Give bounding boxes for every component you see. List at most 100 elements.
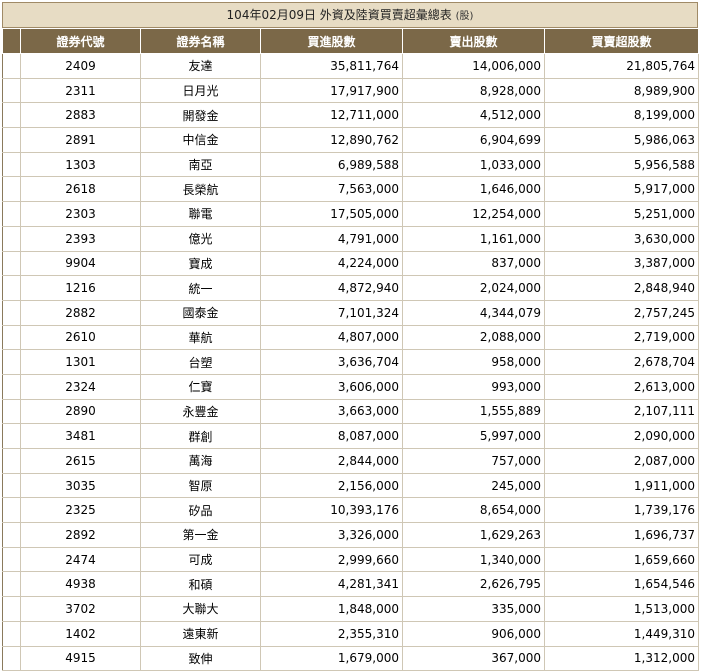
table-row: 2892 第一金 3,326,000 1,629,263 1,696,737 xyxy=(2,522,699,548)
cell-sell-shares: 14,006,000 xyxy=(402,53,545,79)
cell-stock-name[interactable]: 南亞 xyxy=(140,152,261,178)
cell-net-shares: 1,659,660 xyxy=(544,547,699,573)
cell-sell-shares: 2,024,000 xyxy=(402,275,545,301)
row-spacer xyxy=(2,102,21,129)
cell-net-shares: 5,956,588 xyxy=(544,152,699,178)
cell-buy-shares: 7,563,000 xyxy=(260,176,403,203)
cell-sell-shares: 5,997,000 xyxy=(402,423,545,449)
cell-stock-code: 9904 xyxy=(20,251,141,277)
cell-net-shares: 1,911,000 xyxy=(544,473,699,499)
header-spacer xyxy=(2,28,21,54)
table-row: 2325 矽品 10,393,176 8,654,000 1,739,176 xyxy=(2,497,699,524)
cell-stock-name[interactable]: 華航 xyxy=(140,325,261,351)
cell-stock-name[interactable]: 統一 xyxy=(140,275,261,301)
cell-net-shares: 1,513,000 xyxy=(544,596,699,622)
cell-stock-name[interactable]: 寶成 xyxy=(140,251,261,277)
cell-stock-name[interactable]: 友達 xyxy=(140,53,261,79)
table-row: 2891 中信金 12,890,762 6,904,699 5,986,063 xyxy=(2,127,699,153)
cell-buy-shares: 12,890,762 xyxy=(260,127,403,153)
table-row: 2474 可成 2,999,660 1,340,000 1,659,660 xyxy=(2,547,699,573)
header-stock-code[interactable]: 證券代號 xyxy=(20,28,141,54)
cell-stock-name[interactable]: 國泰金 xyxy=(140,300,261,326)
table-row: 2882 國泰金 7,101,324 4,344,079 2,757,245 xyxy=(2,300,699,326)
cell-net-shares: 1,654,546 xyxy=(544,571,699,598)
cell-stock-name[interactable]: 億光 xyxy=(140,226,261,252)
cell-stock-name[interactable]: 智原 xyxy=(140,473,261,499)
cell-sell-shares: 335,000 xyxy=(402,596,545,622)
cell-stock-code: 2618 xyxy=(20,176,141,203)
cell-net-shares: 8,199,000 xyxy=(544,102,699,129)
cell-sell-shares: 958,000 xyxy=(402,349,545,375)
cell-stock-name[interactable]: 可成 xyxy=(140,547,261,573)
cell-sell-shares: 757,000 xyxy=(402,448,545,474)
cell-sell-shares: 837,000 xyxy=(402,251,545,277)
cell-stock-name[interactable]: 聯電 xyxy=(140,201,261,227)
cell-buy-shares: 4,872,940 xyxy=(260,275,403,301)
cell-stock-name[interactable]: 台塑 xyxy=(140,349,261,375)
cell-stock-name[interactable]: 中信金 xyxy=(140,127,261,153)
cell-stock-name[interactable]: 仁寶 xyxy=(140,374,261,400)
cell-sell-shares: 6,904,699 xyxy=(402,127,545,153)
cell-net-shares: 5,986,063 xyxy=(544,127,699,153)
cell-stock-name[interactable]: 致伸 xyxy=(140,646,261,671)
cell-stock-name[interactable]: 和碩 xyxy=(140,571,261,598)
cell-net-shares: 2,719,000 xyxy=(544,325,699,351)
table-row: 2393 億光 4,791,000 1,161,000 3,630,000 xyxy=(2,226,699,252)
row-spacer xyxy=(2,646,21,671)
cell-net-shares: 1,449,310 xyxy=(544,621,699,647)
cell-buy-shares: 4,791,000 xyxy=(260,226,403,252)
cell-buy-shares: 17,917,900 xyxy=(260,78,403,104)
row-spacer xyxy=(2,300,21,326)
cell-stock-name[interactable]: 萬海 xyxy=(140,448,261,474)
row-spacer xyxy=(2,399,21,425)
table-row: 2890 永豐金 3,663,000 1,555,889 2,107,111 xyxy=(2,399,699,425)
table-row: 2883 開發金 12,711,000 4,512,000 8,199,000 xyxy=(2,102,699,129)
header-buy-shares[interactable]: 買進股數 xyxy=(260,28,403,54)
row-spacer xyxy=(2,226,21,252)
cell-stock-code: 2474 xyxy=(20,547,141,573)
header-sell-shares[interactable]: 賣出股數 xyxy=(402,28,545,54)
cell-sell-shares: 1,555,889 xyxy=(402,399,545,425)
table-row: 3035 智原 2,156,000 245,000 1,911,000 xyxy=(2,473,699,499)
cell-buy-shares: 7,101,324 xyxy=(260,300,403,326)
table-row: 3481 群創 8,087,000 5,997,000 2,090,000 xyxy=(2,423,699,449)
cell-sell-shares: 12,254,000 xyxy=(402,201,545,227)
cell-stock-code: 3035 xyxy=(20,473,141,499)
cell-stock-code: 3481 xyxy=(20,423,141,449)
cell-sell-shares: 8,654,000 xyxy=(402,497,545,524)
cell-stock-name[interactable]: 群創 xyxy=(140,423,261,449)
cell-net-shares: 1,696,737 xyxy=(544,522,699,548)
table-row: 2618 長榮航 7,563,000 1,646,000 5,917,000 xyxy=(2,176,699,203)
cell-stock-name[interactable]: 開發金 xyxy=(140,102,261,129)
row-spacer xyxy=(2,374,21,400)
table-row: 4915 致伸 1,679,000 367,000 1,312,000 xyxy=(2,646,699,671)
cell-stock-name[interactable]: 大聯大 xyxy=(140,596,261,622)
cell-buy-shares: 3,606,000 xyxy=(260,374,403,400)
header-stock-name[interactable]: 證券名稱 xyxy=(140,28,261,54)
cell-stock-name[interactable]: 第一金 xyxy=(140,522,261,548)
cell-sell-shares: 1,340,000 xyxy=(402,547,545,573)
row-spacer xyxy=(2,571,21,598)
cell-buy-shares: 2,844,000 xyxy=(260,448,403,474)
cell-net-shares: 8,989,900 xyxy=(544,78,699,104)
cell-stock-name[interactable]: 矽品 xyxy=(140,497,261,524)
cell-sell-shares: 993,000 xyxy=(402,374,545,400)
cell-stock-name[interactable]: 長榮航 xyxy=(140,176,261,203)
header-net-shares[interactable]: 買賣超股數 xyxy=(544,28,699,54)
cell-buy-shares: 2,156,000 xyxy=(260,473,403,499)
cell-buy-shares: 17,505,000 xyxy=(260,201,403,227)
row-spacer xyxy=(2,497,21,524)
table-row: 2615 萬海 2,844,000 757,000 2,087,000 xyxy=(2,448,699,474)
cell-stock-name[interactable]: 永豐金 xyxy=(140,399,261,425)
cell-stock-code: 2324 xyxy=(20,374,141,400)
cell-sell-shares: 2,088,000 xyxy=(402,325,545,351)
row-spacer xyxy=(2,201,21,227)
cell-stock-name[interactable]: 遠東新 xyxy=(140,621,261,647)
cell-stock-name[interactable]: 日月光 xyxy=(140,78,261,104)
cell-buy-shares: 4,281,341 xyxy=(260,571,403,598)
cell-sell-shares: 1,033,000 xyxy=(402,152,545,178)
table-row: 4938 和碩 4,281,341 2,626,795 1,654,546 xyxy=(2,571,699,598)
cell-stock-code: 2615 xyxy=(20,448,141,474)
cell-net-shares: 5,251,000 xyxy=(544,201,699,227)
cell-stock-code: 2892 xyxy=(20,522,141,548)
